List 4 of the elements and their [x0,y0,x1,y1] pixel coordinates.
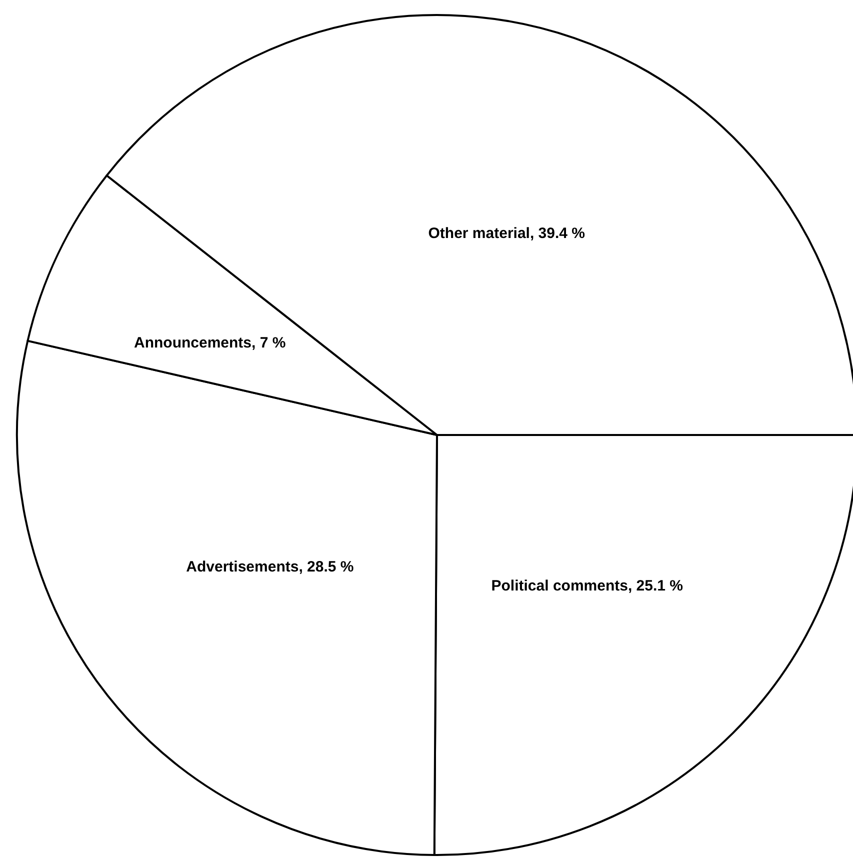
slice-label: Political comments, 25.1 % [491,578,684,595]
slice-label: Announcements, 7 % [134,334,286,352]
slice-label: Other material, 39.4 % [428,225,585,242]
slice-label: Advertisements, 28.5 % [186,558,354,576]
